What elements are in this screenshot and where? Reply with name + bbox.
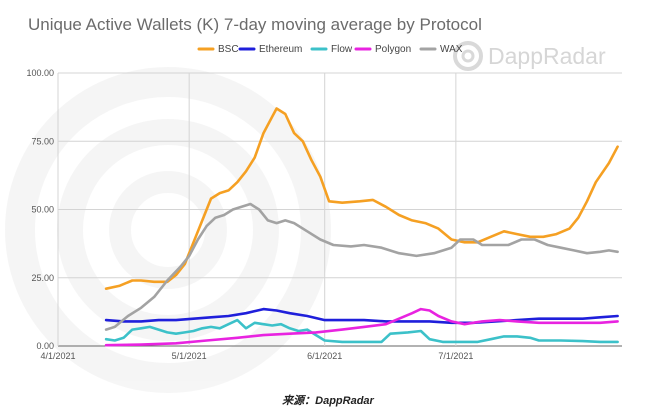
- x-tick-label: 7/1/2021: [438, 351, 473, 361]
- x-tick-label: 4/1/2021: [40, 351, 75, 361]
- y-tick-label: 50.00: [31, 205, 54, 215]
- legend: BSC Ethereum Flow Polygon WAX: [197, 44, 463, 55]
- legend-label-ethereum: Ethereum: [259, 44, 302, 55]
- y-tick-label: 25.00: [31, 273, 54, 283]
- x-axis-ticks: 4/1/2021 5/1/2021 6/1/2021 7/1/2021: [40, 351, 473, 361]
- series-line-ethereum: [104, 307, 619, 325]
- legend-label-flow: Flow: [331, 44, 353, 55]
- legend-label-wax: WAX: [440, 44, 463, 55]
- legend-label-polygon: Polygon: [375, 44, 411, 55]
- series-line-polygon: [104, 307, 619, 347]
- series-line-flow: [104, 318, 619, 344]
- y-tick-label: 100.00: [26, 68, 54, 78]
- series-line-bsc: [104, 107, 619, 290]
- x-tick-label: 6/1/2021: [307, 351, 342, 361]
- y-axis-ticks: 0.00 25.00 50.00 75.00 100.00: [26, 68, 54, 351]
- source-caption: 来源：DappRadar: [282, 394, 374, 407]
- y-tick-label: 0.00: [36, 341, 54, 351]
- gridlines: [57, 72, 622, 347]
- y-tick-label: 75.00: [31, 136, 54, 146]
- series-line-wax: [104, 202, 619, 331]
- chart-title: Unique Active Wallets (K) 7-day moving a…: [28, 15, 482, 34]
- watermark-brand: DappRadar: [453, 41, 606, 71]
- series-lines: [104, 107, 619, 347]
- x-tick-label: 5/1/2021: [172, 351, 207, 361]
- legend-label-bsc: BSC: [218, 44, 239, 55]
- watermark-brand-text: DappRadar: [488, 43, 606, 69]
